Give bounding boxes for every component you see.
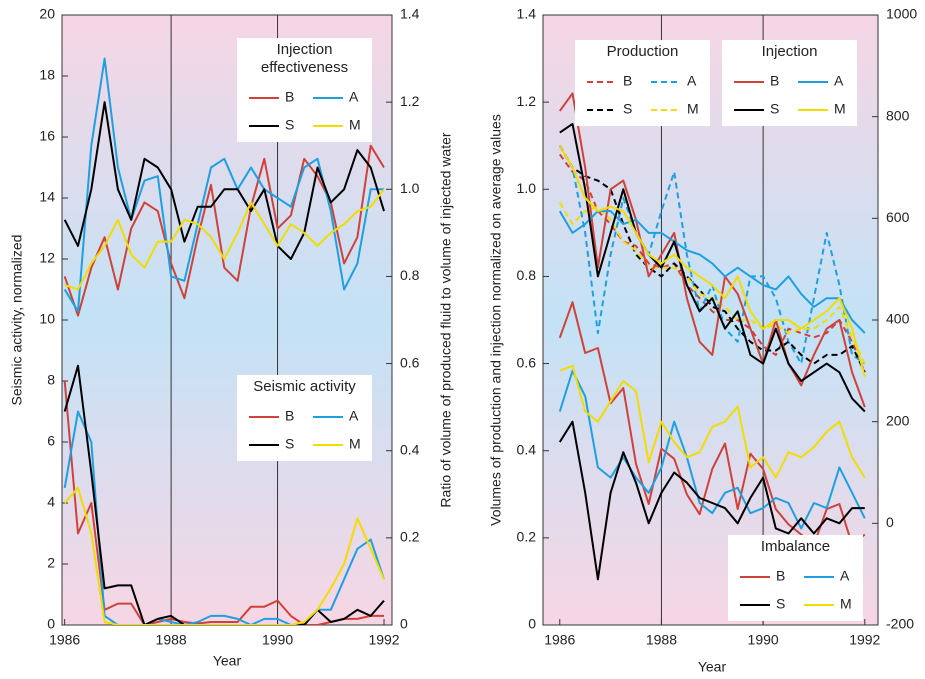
legend-label: A (834, 73, 844, 89)
y-tick-label: 1.2 (517, 93, 537, 109)
y2-tick-label: 0.4 (400, 441, 420, 457)
series-line (558, 369, 866, 530)
y-tick-label: 0.6 (517, 354, 537, 370)
y-tick-label: 0 (528, 616, 536, 632)
legend-label: B (776, 568, 785, 584)
legend-label: M (349, 436, 361, 452)
x-axis-label: Year (698, 659, 727, 675)
legend-label: M (687, 101, 699, 117)
x-tick-label: 1992 (368, 632, 399, 648)
series-line (63, 101, 385, 260)
legend-title: Seismic activity (253, 378, 356, 395)
y-tick-label: 0 (47, 616, 55, 632)
legend-label: A (349, 408, 359, 424)
y-tick-label: 14 (39, 189, 55, 205)
y2-tick-label: 800 (886, 107, 910, 123)
y2-tick-label: 600 (886, 209, 910, 225)
series-layer (63, 57, 385, 625)
x-tick-label: 1988 (646, 632, 677, 648)
plot-frame (542, 14, 879, 626)
legend-title-box: Imbalance (760, 538, 831, 555)
legend-title: Imbalance (760, 538, 831, 555)
legend-label: B (623, 73, 632, 89)
y-tick-label: 4 (47, 494, 55, 510)
y-axis-label: Seismic activity, normalized (9, 235, 25, 406)
legend-label: S (770, 101, 779, 117)
y2-tick-label: 1.2 (400, 93, 420, 109)
y-tick-label: 1.4 (517, 6, 537, 22)
y-tick-label: 18 (39, 67, 55, 83)
series-line (558, 153, 866, 373)
legend-label: S (285, 117, 294, 133)
legend-label: S (776, 596, 785, 612)
legend-label: M (834, 101, 846, 117)
series-line (63, 486, 385, 625)
y-tick-label: 0.8 (517, 267, 537, 283)
y-tick-label: 20 (39, 6, 55, 22)
series-line (559, 122, 866, 413)
y-tick-label: 10 (39, 311, 55, 327)
y-tick-label: 2 (47, 555, 55, 571)
y-tick-label: 8 (47, 372, 55, 388)
y-tick-label: 1.0 (517, 180, 537, 196)
series-line (558, 92, 866, 408)
x-tick-label: 1986 (49, 632, 80, 648)
legend-title-box: Production (606, 43, 679, 60)
legend-label: M (349, 117, 361, 133)
x-tick-label: 1990 (748, 632, 779, 648)
y2-tick-label: 0 (400, 616, 408, 632)
series-line (558, 145, 866, 377)
x-tick-label: 1986 (544, 632, 575, 648)
y2-tick-label: 400 (886, 311, 910, 327)
legend-label: B (285, 408, 294, 424)
y2-tick-label: 0.6 (400, 354, 420, 370)
series-line (63, 57, 384, 313)
legend-label: A (840, 568, 850, 584)
legend-box (237, 38, 372, 142)
y2-tick-label: 200 (886, 412, 910, 428)
legend-title-box: Seismic activity (253, 378, 356, 395)
series-line (558, 420, 865, 581)
legend-label: A (687, 73, 697, 89)
y2-tick-label: 0 (886, 514, 894, 530)
legend-title: Production (606, 43, 679, 60)
legend-label: S (623, 101, 632, 117)
y-tick-label: 12 (39, 250, 55, 266)
y2-tick-label: 1.0 (400, 180, 420, 196)
y2-axis-label: Ratio of volume of produced fluid to vol… (438, 132, 454, 507)
y2-tick-label: 1000 (886, 6, 917, 22)
legend-title: Injection (761, 43, 818, 60)
legend-label: M (840, 596, 852, 612)
y-axis-label: Volumes of production and injection norm… (488, 114, 504, 526)
y2-tick-label: 0.2 (400, 529, 420, 545)
y2-tick-label: -200 (886, 616, 914, 632)
legend-title: Injection effectiveness (260, 41, 349, 76)
legend-label: S (285, 436, 294, 452)
series-layer (558, 92, 866, 581)
legend-label: B (770, 73, 779, 89)
legend-label: B (285, 89, 294, 105)
series-line (64, 188, 385, 291)
y-tick-label: 0.4 (517, 441, 537, 457)
x-axis-label: Year (213, 653, 242, 669)
y2-tick-label: 0.8 (400, 267, 420, 283)
x-tick-label: 1990 (262, 632, 293, 648)
x-tick-label: 1992 (849, 632, 880, 648)
legend-title-box: Injection (761, 43, 818, 60)
legend-label: A (349, 89, 359, 105)
series-line (559, 364, 866, 479)
y-tick-label: 6 (47, 433, 55, 449)
legend-title-box: Injection effectiveness (260, 41, 349, 76)
series-line (558, 210, 866, 334)
series-line (63, 410, 385, 625)
y2-tick-label: 1.4 (400, 6, 420, 22)
series-line (63, 364, 385, 625)
y-tick-label: 0.2 (517, 529, 537, 545)
y-tick-label: 16 (39, 128, 55, 144)
x-tick-label: 1988 (156, 632, 187, 648)
